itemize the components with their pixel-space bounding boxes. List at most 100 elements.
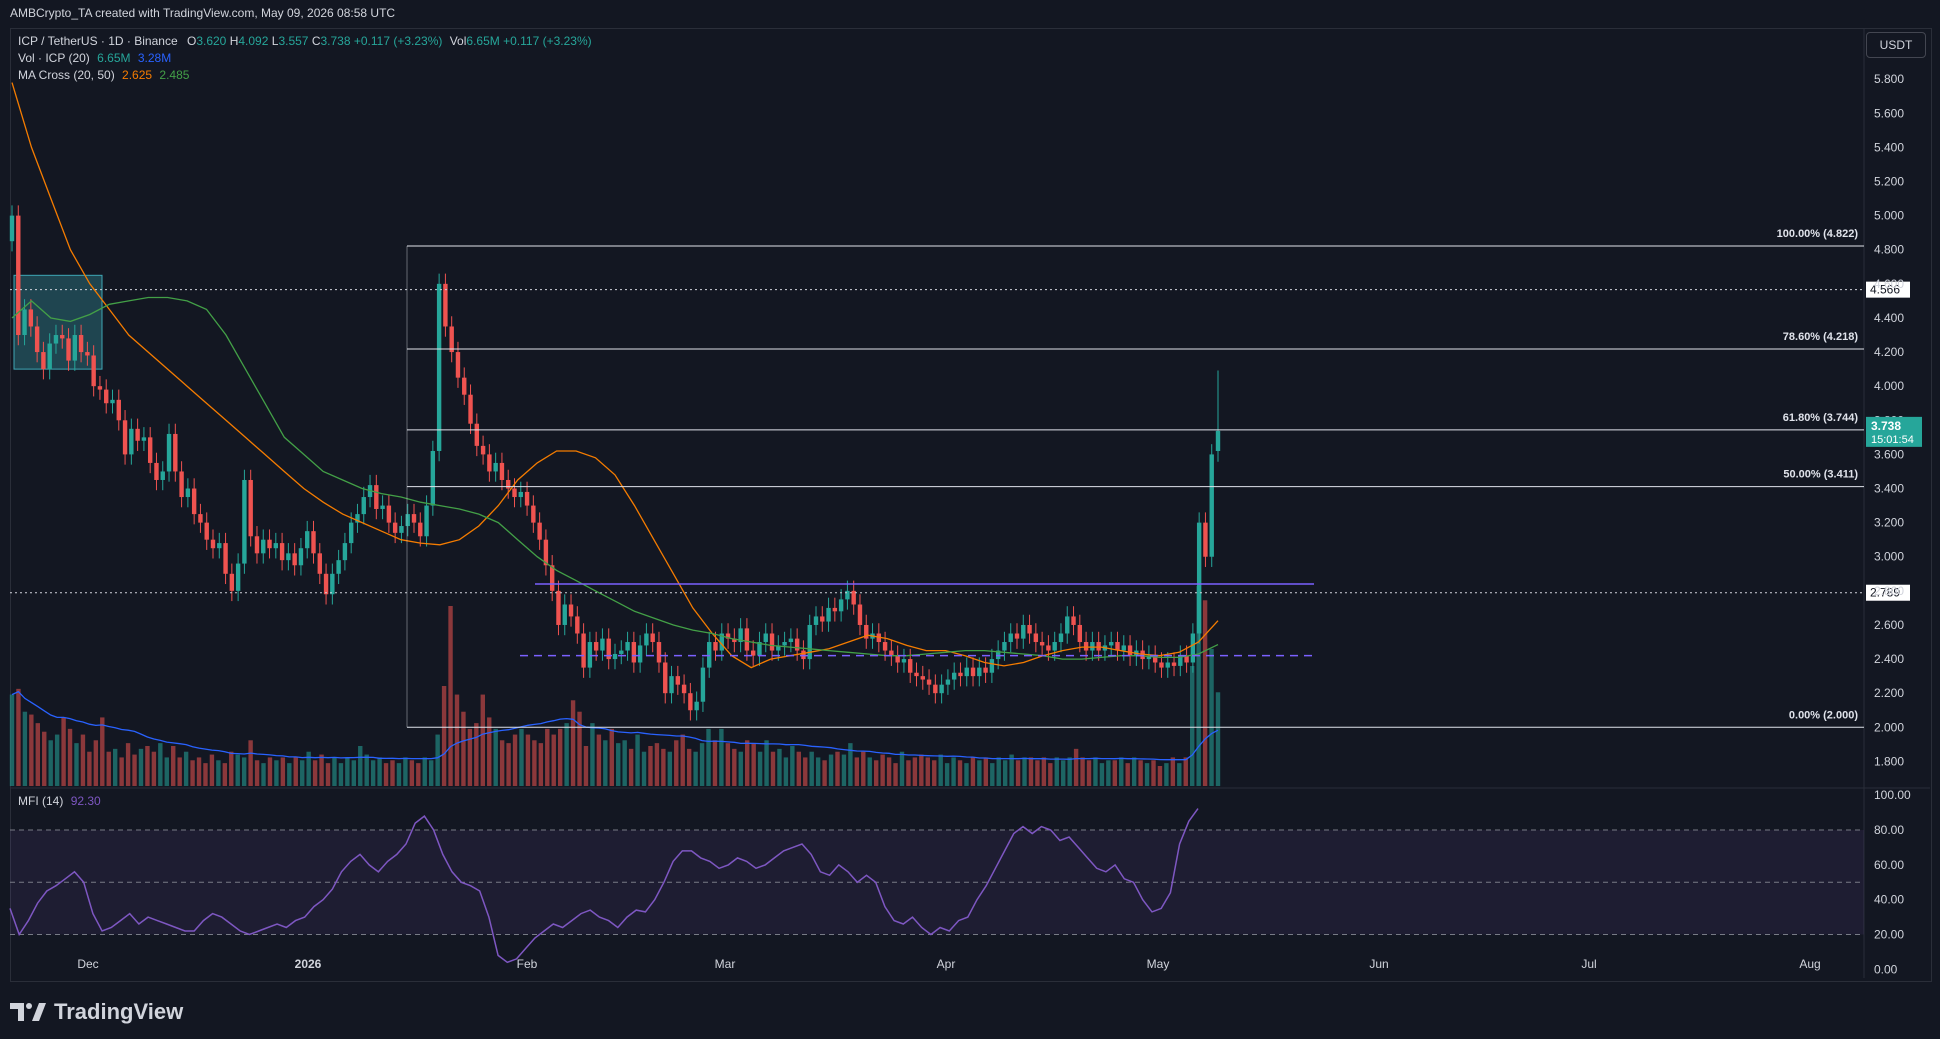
currency-button[interactable]: USDT	[1866, 32, 1926, 58]
candle-body	[342, 543, 348, 561]
volume-bar	[906, 760, 911, 786]
volume-bar	[390, 760, 395, 786]
candle-body	[769, 633, 775, 651]
price-axis-tick: 2.600	[1874, 618, 1904, 632]
candle-body	[707, 642, 712, 668]
candle-body	[122, 420, 128, 455]
candle-body	[600, 638, 605, 651]
volume-bar	[712, 740, 718, 786]
volume-bar	[603, 740, 608, 786]
level-tag-bg	[1866, 281, 1910, 298]
volume-bar	[87, 751, 92, 786]
volume-bar	[1061, 760, 1066, 786]
price-axis-tick: 5.200	[1874, 175, 1904, 189]
volume-bar	[570, 700, 576, 786]
volume-bar	[164, 757, 169, 786]
volume-bar	[1125, 763, 1130, 786]
candle-body	[443, 283, 448, 327]
volume-bar	[9, 694, 15, 786]
volume-bar	[938, 754, 943, 786]
candle-body	[273, 543, 279, 549]
volume-bar	[435, 734, 440, 786]
volume-bar	[590, 723, 595, 786]
volume-bar	[564, 723, 569, 786]
volume-bar	[506, 743, 511, 786]
candle-body	[242, 479, 247, 564]
candles-group	[9, 205, 1221, 721]
candle-body	[587, 642, 593, 668]
tradingview-logo[interactable]: TradingView	[10, 992, 183, 1032]
candle-body	[719, 633, 724, 651]
candle-body	[78, 335, 84, 353]
candle-body	[983, 667, 988, 673]
candle-body	[838, 599, 844, 612]
volume-bar	[171, 746, 176, 786]
candle-body	[386, 505, 392, 523]
volume-bar	[312, 760, 318, 786]
volume-bar	[609, 728, 614, 786]
candle-body	[298, 548, 304, 566]
candle-body	[317, 553, 322, 574]
candle-body	[1096, 642, 1101, 651]
candle-body	[1021, 624, 1026, 639]
volume-bar	[190, 760, 195, 786]
candle-body	[1065, 616, 1070, 634]
candle-body	[286, 553, 291, 561]
candle-body	[455, 352, 461, 378]
candle-body	[1077, 624, 1083, 643]
candle-body	[763, 633, 768, 643]
candle-body	[254, 536, 260, 554]
candle-body	[1109, 642, 1114, 646]
candle-body	[1039, 642, 1045, 646]
volume-bar	[100, 717, 105, 786]
legend-row-mfi: MFI (14) 92.30	[18, 794, 101, 809]
volume-bar	[699, 743, 705, 786]
volume-bar	[803, 757, 808, 786]
candle-body	[104, 389, 109, 404]
candle-body	[374, 485, 379, 509]
candle-body	[901, 659, 907, 663]
volume-bar	[964, 763, 969, 786]
volume-bar	[919, 754, 924, 786]
candle-body	[1090, 642, 1095, 651]
legend-high-label: H	[229, 34, 239, 48]
candle-body	[1190, 633, 1196, 663]
candle-body	[154, 462, 159, 480]
volume-bar	[551, 734, 556, 786]
legend-row-volume: Vol · ICP (20) 6.65M 3.28M	[18, 51, 171, 66]
candle-body	[380, 505, 385, 509]
volume-bar	[990, 763, 995, 786]
volume-bar	[480, 694, 485, 786]
candle-body	[549, 565, 555, 591]
volume-bar	[293, 757, 298, 786]
candle-body	[1127, 645, 1133, 656]
volume-bar	[1067, 757, 1072, 786]
candle-body	[9, 215, 15, 242]
time-axis-tick: May	[1147, 957, 1170, 971]
volume-bar	[1009, 754, 1014, 786]
fib-level-label: 78.60% (4.218)	[1783, 331, 1859, 343]
candle-body	[882, 642, 888, 651]
candle-body	[914, 672, 919, 677]
price-axis-tick: 2.000	[1874, 720, 1904, 734]
volume-bar	[467, 728, 473, 786]
volume-bar	[1022, 757, 1027, 786]
candle-body	[518, 491, 523, 498]
candle-body	[688, 693, 693, 711]
candle-body	[826, 607, 831, 622]
volume-bar	[815, 757, 821, 786]
candle-body	[217, 543, 222, 549]
volume-bar	[841, 754, 847, 786]
volume-bar	[287, 763, 292, 786]
volume-bar	[93, 740, 99, 786]
candle-body	[166, 433, 172, 472]
candle-body	[97, 386, 103, 390]
volume-bar	[409, 760, 415, 786]
candle-body	[575, 616, 580, 634]
volume-bar	[499, 740, 505, 786]
candle-body	[185, 488, 191, 498]
volume-bar	[1157, 766, 1163, 786]
candle-body	[813, 616, 819, 625]
candle-body	[462, 377, 467, 395]
